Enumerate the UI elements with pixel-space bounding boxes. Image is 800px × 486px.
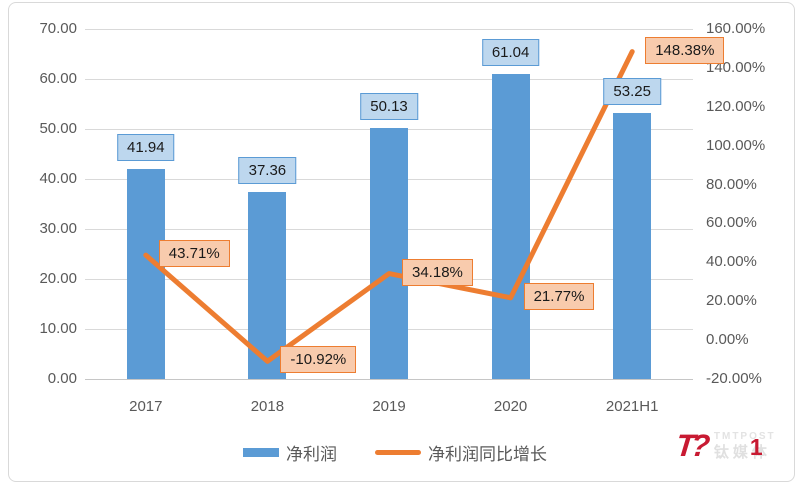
x-axis-label-2018: 2018 bbox=[250, 398, 285, 415]
line-swatch-icon bbox=[375, 450, 421, 455]
line-data-label-2018: -10.92% bbox=[280, 346, 357, 374]
bar-2017 bbox=[126, 169, 165, 379]
logo-brand-cn: 钛媒体 1 bbox=[713, 435, 776, 462]
left-axis-tick: 30.00 bbox=[39, 220, 77, 237]
left-axis-tick: 70.00 bbox=[39, 20, 77, 37]
legend-label: 净利润 bbox=[286, 445, 337, 464]
logo-text: TMTPOST 钛媒体 1 bbox=[714, 431, 776, 462]
line-data-label-2021H1: 148.38% bbox=[645, 36, 725, 64]
x-axis-label-2019: 2019 bbox=[372, 398, 406, 415]
x-axis-label-2020: 2020 bbox=[493, 398, 528, 415]
bar-data-label-2020: 61.04 bbox=[481, 38, 540, 66]
legend: 净利润 净利润同比增长 bbox=[243, 440, 547, 465]
line-data-label-2020: 21.77% bbox=[523, 282, 595, 310]
right-axis-tick: 20.00% bbox=[706, 292, 757, 310]
bar-swatch-icon bbox=[243, 448, 279, 457]
bar-data-label-2019: 50.13 bbox=[360, 93, 418, 121]
gridline bbox=[85, 379, 693, 380]
left-axis-tick: 20.00 bbox=[39, 270, 77, 287]
legend-item-net-profit: 净利润 bbox=[243, 440, 337, 465]
right-axis-tick: 120.00% bbox=[706, 97, 766, 115]
left-axis-tick: 50.00 bbox=[39, 120, 77, 137]
bar-2019 bbox=[370, 128, 408, 379]
logo-digit: 1 bbox=[749, 433, 763, 460]
right-axis-tick: 60.00% bbox=[706, 214, 757, 232]
legend-label: 净利润同比增长 bbox=[428, 445, 547, 464]
left-axis-tick: 40.00 bbox=[39, 170, 77, 187]
legend-item-yoy-growth: 净利润同比增长 bbox=[375, 440, 547, 465]
x-axis-label-2017: 2017 bbox=[129, 398, 163, 415]
bar-data-label-2017: 41.94 bbox=[117, 134, 175, 162]
right-axis-tick: 160.00% bbox=[706, 20, 766, 37]
bar-2020 bbox=[491, 73, 530, 379]
x-axis-label-2021H1: 2021H1 bbox=[605, 398, 659, 415]
gridline bbox=[85, 79, 693, 80]
left-axis-tick: 0.00 bbox=[47, 370, 77, 387]
right-axis-tick: 40.00% bbox=[706, 253, 757, 271]
logo-brand-cn-text: 钛媒体 bbox=[713, 443, 771, 461]
bar-data-label-2018: 37.36 bbox=[238, 157, 297, 185]
right-axis-tick: -20.00% bbox=[706, 370, 762, 387]
bar-2021H1 bbox=[613, 112, 652, 379]
left-axis-tick: 60.00 bbox=[39, 70, 77, 87]
right-axis-tick: 100.00% bbox=[706, 136, 766, 154]
tmtpost-logo: T? TMTPOST 钛媒体 1 bbox=[674, 428, 776, 463]
line-data-label-2017: 43.71% bbox=[158, 240, 230, 268]
gridline bbox=[85, 29, 693, 30]
left-axis-tick: 10.00 bbox=[39, 320, 77, 337]
right-axis-tick: 0.00% bbox=[706, 331, 749, 349]
line-data-label-2019: 34.18% bbox=[402, 258, 473, 286]
right-axis-tick: 80.00% bbox=[706, 175, 757, 193]
logo-brand-en: TMTPOST bbox=[713, 430, 776, 442]
bar-data-label-2021H1: 53.25 bbox=[603, 77, 661, 105]
tmtpost-mark-icon: T? bbox=[674, 428, 708, 463]
